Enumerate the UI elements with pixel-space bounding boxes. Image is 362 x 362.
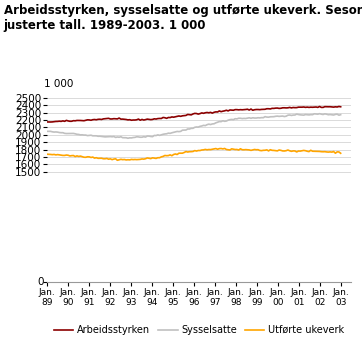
Line: Arbeidsstyrken: Arbeidsstyrken xyxy=(47,106,341,122)
Sysselsatte xyxy=(338,113,343,117)
Utførte ukeverk xyxy=(98,156,102,160)
Utførte ukeverk xyxy=(131,157,135,162)
Legend: Arbeidsstyrken, Sysselsatte, Utførte ukeverk: Arbeidsstyrken, Sysselsatte, Utførte uke… xyxy=(50,321,348,339)
Utførte ukeverk xyxy=(214,146,218,151)
Text: 1 000: 1 000 xyxy=(44,79,73,89)
Utførte ukeverk xyxy=(282,149,287,153)
Utførte ukeverk xyxy=(115,158,119,163)
Sysselsatte xyxy=(214,121,218,125)
Arbeidsstyrken xyxy=(131,118,135,122)
Utførte ukeverk xyxy=(223,146,227,151)
Utførte ukeverk xyxy=(219,146,223,151)
Utførte ukeverk xyxy=(147,156,151,160)
Arbeidsstyrken xyxy=(147,117,151,122)
Arbeidsstyrken xyxy=(100,117,104,122)
Sysselsatte xyxy=(45,129,49,134)
Arbeidsstyrken xyxy=(219,109,223,114)
Sysselsatte xyxy=(317,111,322,116)
Sysselsatte xyxy=(147,134,151,138)
Sysselsatte xyxy=(281,114,285,118)
Sysselsatte xyxy=(98,134,102,138)
Text: Arbeidsstyrken, sysselsatte og utførte ukeverk. Sesong-
justerte tall. 1989-2003: Arbeidsstyrken, sysselsatte og utførte u… xyxy=(4,4,362,31)
Arbeidsstyrken xyxy=(281,106,285,110)
Line: Sysselsatte: Sysselsatte xyxy=(47,114,341,138)
Sysselsatte xyxy=(131,135,135,140)
Arbeidsstyrken xyxy=(338,105,343,109)
Text: 0: 0 xyxy=(38,277,44,287)
Arbeidsstyrken xyxy=(337,104,341,109)
Sysselsatte xyxy=(126,136,130,140)
Sysselsatte xyxy=(219,119,223,124)
Arbeidsstyrken xyxy=(214,110,218,114)
Arbeidsstyrken xyxy=(47,120,51,124)
Utførte ukeverk xyxy=(338,151,343,155)
Utførte ukeverk xyxy=(45,152,49,156)
Line: Utførte ukeverk: Utførte ukeverk xyxy=(47,148,341,160)
Arbeidsstyrken xyxy=(45,120,49,124)
